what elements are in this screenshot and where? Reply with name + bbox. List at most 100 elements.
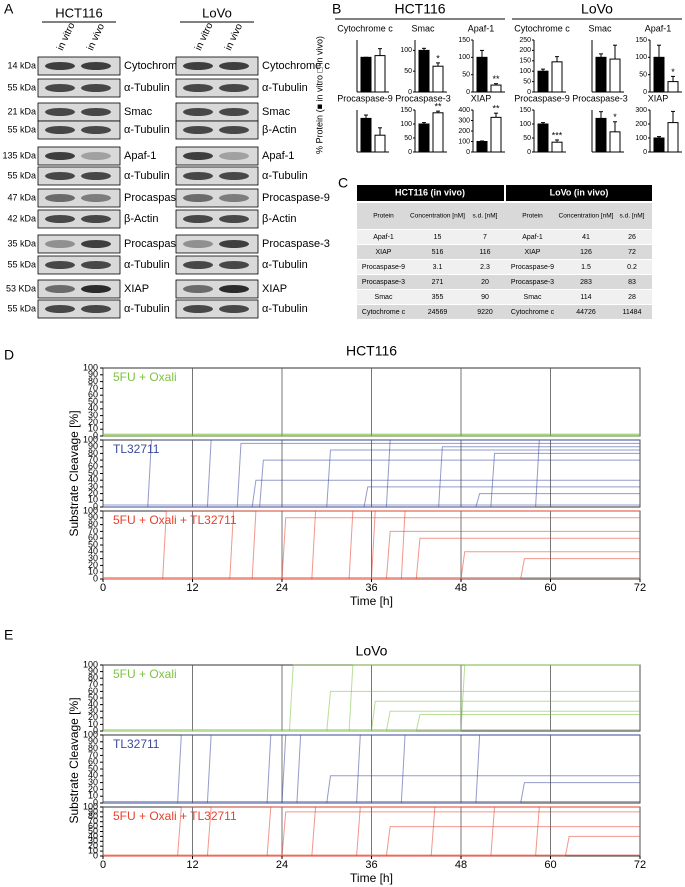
y-tick-label: 150: [400, 107, 412, 114]
blot-band: [219, 305, 249, 313]
protein-label: Cytochrome c: [262, 60, 330, 72]
table-cell: Cytochrome c: [511, 309, 555, 316]
x-tick-label: 12: [186, 859, 198, 871]
y-tick-label: 200: [519, 47, 531, 54]
y-tick-label: 50: [88, 468, 98, 478]
column-header: Protein: [373, 213, 394, 220]
bar: [609, 131, 621, 153]
y-tick-label: 40: [88, 770, 98, 780]
blot-band: [219, 215, 249, 223]
protein-label: Cytochrome c: [124, 60, 192, 72]
blot-band: [45, 261, 75, 269]
y-tick-label: 0: [408, 89, 412, 96]
bar: [551, 141, 563, 153]
blot-strip: [37, 255, 121, 275]
x-tick-label: 60: [544, 582, 556, 594]
y-tick-label: 40: [88, 403, 98, 413]
y-tick-label: 30: [88, 706, 98, 716]
bar: [609, 58, 621, 93]
bar: [476, 56, 488, 93]
y-tick-label: 50: [88, 396, 98, 406]
blot-band: [81, 172, 111, 180]
y-tick-label: 10: [88, 424, 98, 434]
table-cell: 41: [582, 234, 590, 241]
y-tick-label: 30: [88, 836, 98, 846]
y-tick-label: 10: [88, 791, 98, 801]
y-tick-label: 60: [88, 757, 98, 767]
table-cell: Procaspase-3: [511, 279, 554, 286]
panel-label: D: [4, 347, 14, 363]
y-tick-label: 10: [88, 719, 98, 729]
y-tick-label: 60: [88, 533, 98, 543]
blot-band: [183, 62, 213, 70]
chart-title: Procaspase-9: [514, 93, 570, 103]
y-tick-label: 50: [462, 72, 470, 79]
y-tick-label: 150: [519, 107, 531, 114]
x-tick-label: 48: [455, 582, 467, 594]
table-row-bg: [357, 230, 652, 244]
y-tick-label: 20: [88, 560, 98, 570]
y-tick-label: 100: [83, 659, 98, 669]
blot-band: [183, 172, 213, 180]
kda-label: 55 kDa: [7, 82, 36, 92]
table-cell: 0.2: [627, 264, 637, 271]
panel-label: B: [332, 1, 341, 17]
blot-band: [81, 305, 111, 313]
x-tick-label: 36: [365, 582, 377, 594]
table-cell: 271: [432, 279, 444, 286]
y-tick-label: 90: [88, 666, 98, 676]
group-title: LoVo: [581, 1, 613, 17]
table-cell: 116: [479, 249, 490, 256]
table-cell: Procaspase-9: [362, 264, 405, 271]
blot-band: [81, 261, 111, 269]
kda-label: 55 kDa: [7, 303, 36, 313]
bar: [418, 49, 430, 93]
y-tick-label: 30: [88, 410, 98, 420]
blot-strip: [37, 166, 121, 186]
y-tick-label: 50: [88, 539, 98, 549]
protein-label: α-Tubulin: [124, 259, 170, 271]
column-header: Concentration [nM]: [410, 213, 465, 220]
y-tick-label: 50: [523, 78, 531, 85]
significance: ***: [552, 130, 563, 140]
y-tick-label: 200: [458, 128, 470, 135]
bar: [360, 56, 372, 93]
protein-label: α-Tubulin: [124, 303, 170, 315]
protein-label: Smac: [262, 106, 291, 118]
protein-label: α-Tubulin: [124, 170, 170, 182]
protein-label: Apaf-1: [262, 150, 294, 162]
y-tick-label: 150: [635, 37, 647, 44]
protein-label: Procaspase-3: [124, 238, 192, 250]
y-tick-label: 10: [88, 495, 98, 505]
blot-band: [81, 240, 111, 248]
protein-label: α-Tubulin: [262, 82, 308, 94]
kda-label: 55 kDa: [7, 124, 36, 134]
significance: *: [436, 53, 440, 63]
y-tick-label: 0: [408, 149, 412, 156]
y-tick-label: 70: [88, 454, 98, 464]
y-tick-label: 400: [458, 107, 470, 114]
table-cell: 126: [580, 249, 592, 256]
x-tick-label: 24: [276, 859, 288, 871]
blot-strip: [175, 78, 259, 98]
lane-label: in vitro: [193, 21, 216, 53]
y-tick-label: 100: [519, 121, 531, 128]
y-tick-label: 50: [639, 72, 647, 79]
chart-title: Procaspase-9: [337, 93, 393, 103]
column-header: Concentration [nM]: [559, 213, 614, 220]
x-axis-label: Time [h]: [350, 594, 393, 608]
y-tick-label: 100: [519, 68, 531, 75]
blot-band: [219, 62, 249, 70]
bar: [490, 84, 502, 93]
y-tick-label: 150: [458, 37, 470, 44]
blot-strip: [175, 120, 259, 140]
panel-title: LoVo: [356, 643, 388, 659]
kda-label: 35 kDa: [7, 238, 36, 248]
blot-band: [183, 305, 213, 313]
y-tick-label: 30: [88, 481, 98, 491]
bar: [432, 65, 444, 93]
table-cell: 7: [483, 234, 487, 241]
blot-band: [45, 108, 75, 116]
y-tick-label: 0: [93, 501, 98, 511]
table-cell: Procaspase-9: [511, 264, 554, 271]
